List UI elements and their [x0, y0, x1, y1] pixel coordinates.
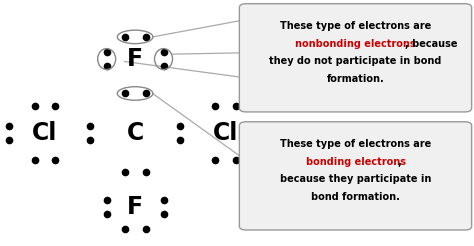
Text: they do not participate in bond: they do not participate in bond	[269, 56, 442, 66]
Text: , because: , because	[405, 39, 458, 49]
Text: nonbonding electrons: nonbonding electrons	[295, 39, 416, 49]
Text: These type of electrons are: These type of electrons are	[280, 21, 431, 31]
Text: Cl: Cl	[212, 121, 238, 145]
FancyBboxPatch shape	[239, 4, 472, 112]
FancyBboxPatch shape	[239, 122, 472, 230]
Text: bonding electrons: bonding electrons	[306, 157, 405, 167]
Text: These type of electrons are: These type of electrons are	[280, 139, 431, 149]
Text: formation.: formation.	[327, 74, 384, 84]
Text: because they participate in: because they participate in	[280, 174, 431, 184]
Text: C: C	[127, 121, 144, 145]
Text: ,: ,	[397, 157, 401, 167]
Text: F: F	[127, 47, 143, 71]
Text: Cl: Cl	[32, 121, 58, 145]
Text: F: F	[127, 195, 143, 219]
Text: bond formation.: bond formation.	[311, 192, 400, 202]
